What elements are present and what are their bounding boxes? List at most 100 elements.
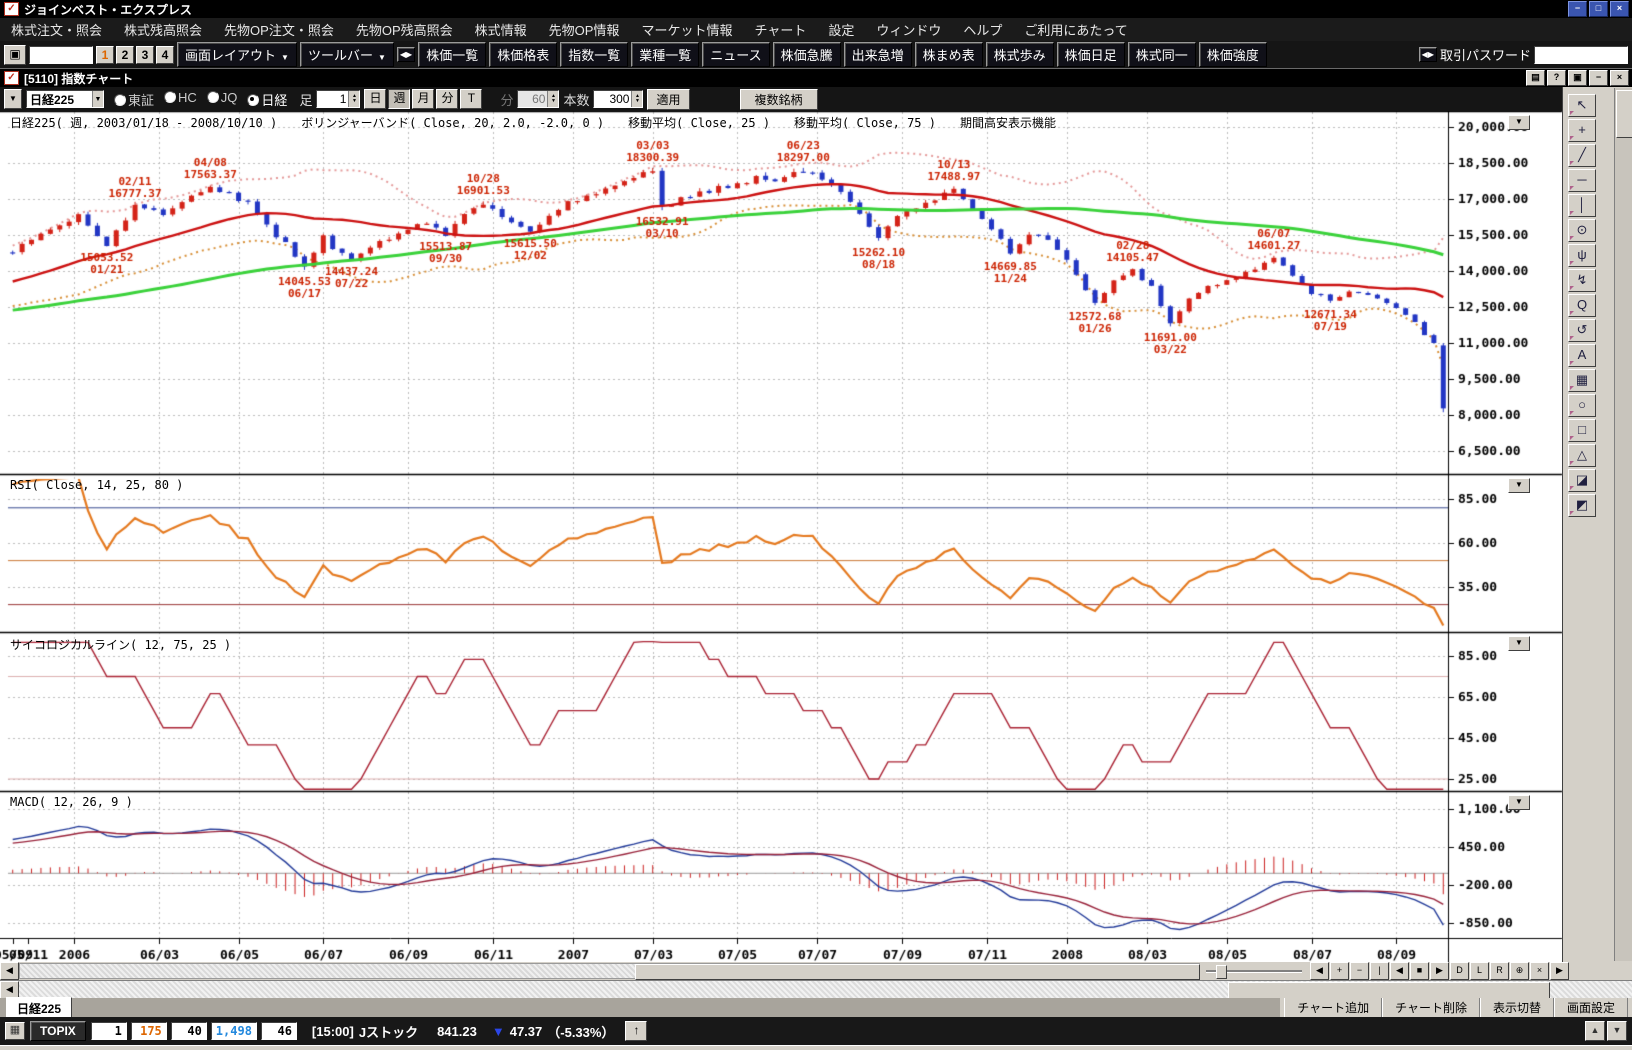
- page-number-button-3[interactable]: 3: [136, 45, 154, 64]
- quick-symbol-input[interactable]: [29, 45, 93, 64]
- chart-window-button-2[interactable]: ▣: [1568, 70, 1587, 86]
- period-button-月[interactable]: 月: [412, 89, 435, 109]
- chart-nav-button-7[interactable]: D: [1450, 962, 1469, 980]
- page-number-button-4[interactable]: 4: [156, 45, 174, 64]
- menu-item-8[interactable]: 設定: [828, 23, 855, 38]
- vertical-line-icon[interactable]: │: [1568, 194, 1596, 217]
- remove-chart-button[interactable]: チャート削除: [1382, 998, 1480, 1017]
- toolbar-splitter-icon[interactable]: ◀▶: [396, 47, 416, 62]
- period-button-分[interactable]: 分: [436, 89, 459, 109]
- crosshair-icon[interactable]: +: [1568, 119, 1596, 142]
- spinner-icon[interactable]: ▲ ▼: [631, 91, 643, 107]
- chart-nav-button-8[interactable]: L: [1470, 962, 1489, 980]
- chart-nav-button-12[interactable]: ▶: [1550, 962, 1569, 980]
- corner-button-0[interactable]: ▲: [1585, 1021, 1605, 1041]
- minute-input[interactable]: 60 ▲ ▼: [517, 90, 560, 108]
- chart-nav-button-11[interactable]: ×: [1530, 962, 1549, 980]
- eraser-icon[interactable]: ◪: [1568, 469, 1596, 492]
- price-chart-canvas[interactable]: [0, 111, 1632, 962]
- password-splitter-icon[interactable]: ◀▶: [1418, 47, 1437, 62]
- cycle-icon[interactable]: ↺: [1568, 319, 1596, 342]
- market-radio-0[interactable]: 東証: [114, 90, 154, 109]
- text-icon[interactable]: A: [1568, 344, 1596, 367]
- menu-item-9[interactable]: ウィンドウ: [876, 23, 942, 38]
- quick-button-8[interactable]: 株式歩み: [985, 42, 1054, 67]
- page-number-button-2[interactable]: 2: [116, 45, 134, 64]
- chart-nav-button-4[interactable]: ◀: [1390, 962, 1409, 980]
- zoom-slider[interactable]: [1206, 963, 1302, 979]
- period-button-日[interactable]: 日: [364, 89, 387, 109]
- menu-item-11[interactable]: ご利用にあたって: [1024, 23, 1128, 38]
- vertical-scrollbar-thumb[interactable]: [1616, 90, 1632, 138]
- chart-nav-button-1[interactable]: +: [1330, 962, 1349, 980]
- quick-button-11[interactable]: 株価強度: [1198, 42, 1267, 67]
- quote-icon[interactable]: Q: [1568, 294, 1596, 317]
- chart-window-button-1[interactable]: ?: [1547, 70, 1566, 86]
- chart-nav-button-10[interactable]: ⊕: [1510, 962, 1529, 980]
- zoom-slider-thumb[interactable]: [1216, 965, 1227, 979]
- market-radio-3[interactable]: 日経: [247, 90, 287, 109]
- triangle-icon[interactable]: △: [1568, 444, 1596, 467]
- chart-nav-button-9[interactable]: R: [1490, 962, 1509, 980]
- vertical-scrollbar[interactable]: [1614, 88, 1632, 961]
- quick-button-4[interactable]: ニュース: [702, 42, 770, 67]
- count-input[interactable]: 300 ▲ ▼: [593, 90, 644, 108]
- minimize-button[interactable]: −: [1568, 1, 1587, 17]
- chart-nav-button-3[interactable]: |: [1370, 962, 1389, 980]
- menu-item-10[interactable]: ヘルプ: [963, 23, 1003, 38]
- rsi-panel-dropdown[interactable]: ▼: [1508, 478, 1530, 493]
- quick-button-6[interactable]: 出来急増: [843, 42, 912, 67]
- ellipse-icon[interactable]: ○: [1568, 394, 1596, 417]
- tab-nikkei225[interactable]: 日経225: [6, 997, 73, 1017]
- spinner-icon[interactable]: ▲ ▼: [547, 91, 559, 107]
- apply-button[interactable]: 適用: [647, 88, 690, 110]
- maximize-button[interactable]: □: [1589, 1, 1608, 17]
- index-select-button[interactable]: TOPIX: [30, 1021, 86, 1041]
- menu-item-7[interactable]: チャート: [754, 23, 807, 38]
- alert-icon[interactable]: ⊙: [1568, 219, 1596, 242]
- chart-nav-button-0[interactable]: ◀: [1310, 962, 1329, 980]
- layout-button[interactable]: 画面レイアウト ▼: [177, 42, 297, 67]
- quick-button-0[interactable]: 株価一覧: [418, 42, 487, 67]
- macd-panel-dropdown[interactable]: ▼: [1508, 795, 1530, 810]
- chart-scroll-left-button[interactable]: ◀: [0, 962, 19, 980]
- chart-window-button-3[interactable]: −: [1589, 70, 1608, 86]
- window-switch-icon[interactable]: ▣: [4, 44, 26, 65]
- quick-button-5[interactable]: 株価急騰: [772, 42, 841, 67]
- menu-item-6[interactable]: マーケット情報: [641, 23, 733, 38]
- grid-icon[interactable]: ▦: [1568, 369, 1596, 392]
- period-button-週[interactable]: 週: [388, 89, 411, 109]
- quick-button-7[interactable]: 株まめ表: [914, 42, 983, 67]
- zigzag-icon[interactable]: ↯: [1568, 269, 1596, 292]
- menu-item-5[interactable]: 先物OP情報: [548, 23, 620, 38]
- menu-item-1[interactable]: 株式残高照会: [124, 23, 203, 38]
- main-panel-dropdown[interactable]: ▼: [1508, 115, 1530, 130]
- bar-interval-input[interactable]: 1 ▲ ▼: [316, 90, 361, 108]
- market-radio-1[interactable]: HC: [164, 90, 197, 109]
- text-eraser-icon[interactable]: ◩: [1568, 494, 1596, 517]
- pitchfork-icon[interactable]: ψ: [1568, 244, 1596, 267]
- toggle-view-button[interactable]: 表示切替: [1479, 998, 1554, 1017]
- quick-button-2[interactable]: 指数一覧: [560, 42, 629, 67]
- chevron-down-icon[interactable]: ▼: [92, 91, 103, 107]
- chart-scrollbar-track[interactable]: [19, 963, 1200, 980]
- menu-item-3[interactable]: 先物OP残高照会: [355, 23, 453, 38]
- status-app-icon[interactable]: ▦: [5, 1022, 25, 1040]
- spinner-icon[interactable]: ▲ ▼: [348, 91, 360, 107]
- menu-item-4[interactable]: 株式情報: [474, 23, 527, 38]
- app-scrollbar-thumb[interactable]: [1228, 982, 1550, 999]
- add-chart-button[interactable]: チャート追加: [1284, 998, 1383, 1017]
- corner-button-1[interactable]: ▼: [1607, 1021, 1627, 1041]
- chart-nav-button-5[interactable]: ■: [1410, 962, 1429, 980]
- quick-button-3[interactable]: 業種一覧: [631, 42, 700, 67]
- menu-item-2[interactable]: 先物OP注文・照会: [224, 23, 334, 38]
- page-number-button-1[interactable]: 1: [96, 45, 114, 64]
- period-button-T[interactable]: T: [460, 89, 483, 109]
- psych-panel-dropdown[interactable]: ▼: [1508, 636, 1530, 651]
- symbol-list-dropdown[interactable]: ▼: [4, 89, 22, 109]
- chart-window-button-4[interactable]: ×: [1610, 70, 1629, 86]
- chart-nav-button-6[interactable]: ▶: [1430, 962, 1449, 980]
- chart-window-button-0[interactable]: ▤: [1526, 70, 1545, 86]
- multi-symbol-button[interactable]: 複数銘柄: [739, 88, 818, 110]
- horizontal-line-icon[interactable]: ─: [1568, 169, 1596, 192]
